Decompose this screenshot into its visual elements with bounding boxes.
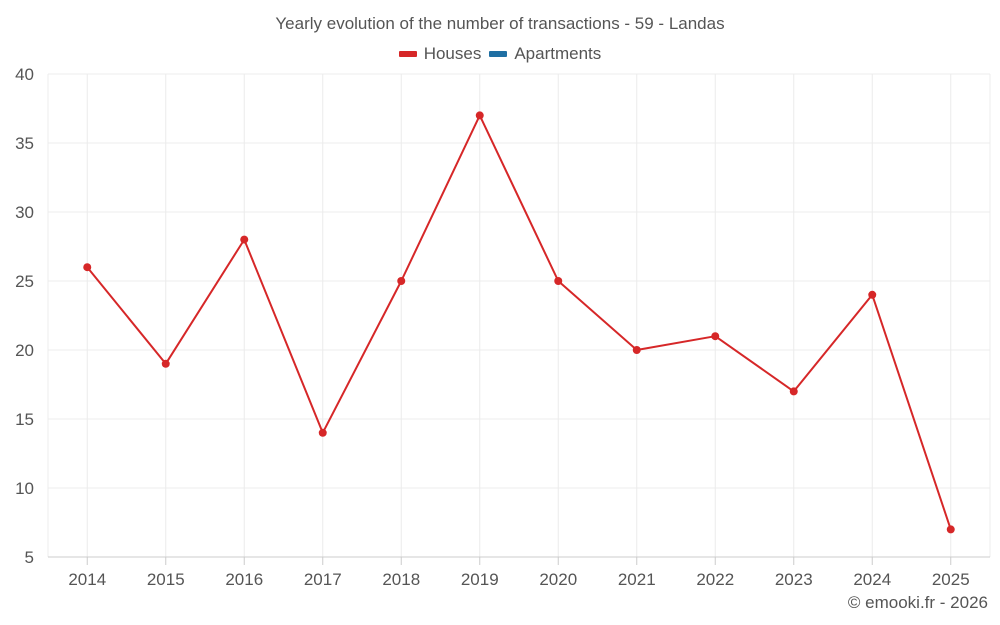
data-point-2020 — [554, 277, 563, 285]
series-layer — [83, 111, 955, 534]
x-tick-label: 2025 — [932, 570, 970, 589]
legend-item-apartments[interactable]: Apartments — [489, 44, 601, 64]
x-tick-label: 2017 — [304, 570, 342, 589]
x-tick-label: 2014 — [68, 570, 106, 589]
y-tick-label: 25 — [15, 272, 34, 291]
y-tick-label: 15 — [15, 410, 34, 429]
legend-swatch-houses — [398, 51, 417, 57]
credit-text: © emooki.fr - 2026 — [847, 593, 988, 612]
legend-label-houses: Houses — [423, 44, 482, 63]
y-tick-label: 30 — [15, 203, 34, 222]
x-axis-ticks: 2014 2015 2016 2017 2018 2019 2020 2021 2022 2023… — [68, 570, 969, 589]
x-tick-label: 2022 — [696, 570, 734, 589]
y-tick-label: 40 — [15, 65, 34, 84]
y-tick-label: 10 — [15, 479, 34, 498]
series-line-houses — [86, 114, 952, 530]
data-point-2017 — [318, 428, 327, 437]
x-tick-label: 2024 — [853, 570, 891, 589]
data-point-2019 — [475, 111, 484, 120]
data-point-2022 — [711, 332, 720, 341]
data-point-2024 — [868, 290, 877, 299]
x-tick-label: 2020 — [539, 570, 577, 589]
data-point-2021 — [632, 346, 641, 354]
data-point-2018 — [397, 277, 406, 285]
chart-title: Yearly evolution of the number of transa… — [275, 14, 725, 33]
x-tick-label: 2021 — [618, 570, 656, 589]
y-tick-label: 5 — [25, 548, 34, 567]
y-axis-ticks: 5 10 15 20 25 30 35 40 — [15, 65, 34, 567]
legend-item-houses[interactable]: Houses — [398, 44, 482, 64]
data-point-2023 — [789, 387, 798, 396]
axes — [48, 556, 990, 565]
y-tick-label: 20 — [15, 341, 34, 360]
legend-label-apartments: Apartments — [514, 44, 602, 63]
y-tick-label: 35 — [15, 134, 34, 153]
x-tick-label: 2018 — [382, 570, 420, 589]
legend-swatch-apartments — [489, 51, 508, 57]
x-tick-label: 2023 — [775, 570, 813, 589]
data-point-2015 — [161, 359, 170, 368]
data-point-2014 — [83, 263, 92, 272]
grid-lines — [47, 73, 991, 558]
data-point-2016 — [240, 235, 249, 244]
x-tick-label: 2016 — [225, 570, 263, 589]
x-tick-label: 2019 — [461, 570, 499, 589]
x-tick-label: 2015 — [147, 570, 185, 589]
chart-legend: Houses Apartments — [0, 44, 1000, 64]
data-point-2025 — [946, 525, 955, 534]
